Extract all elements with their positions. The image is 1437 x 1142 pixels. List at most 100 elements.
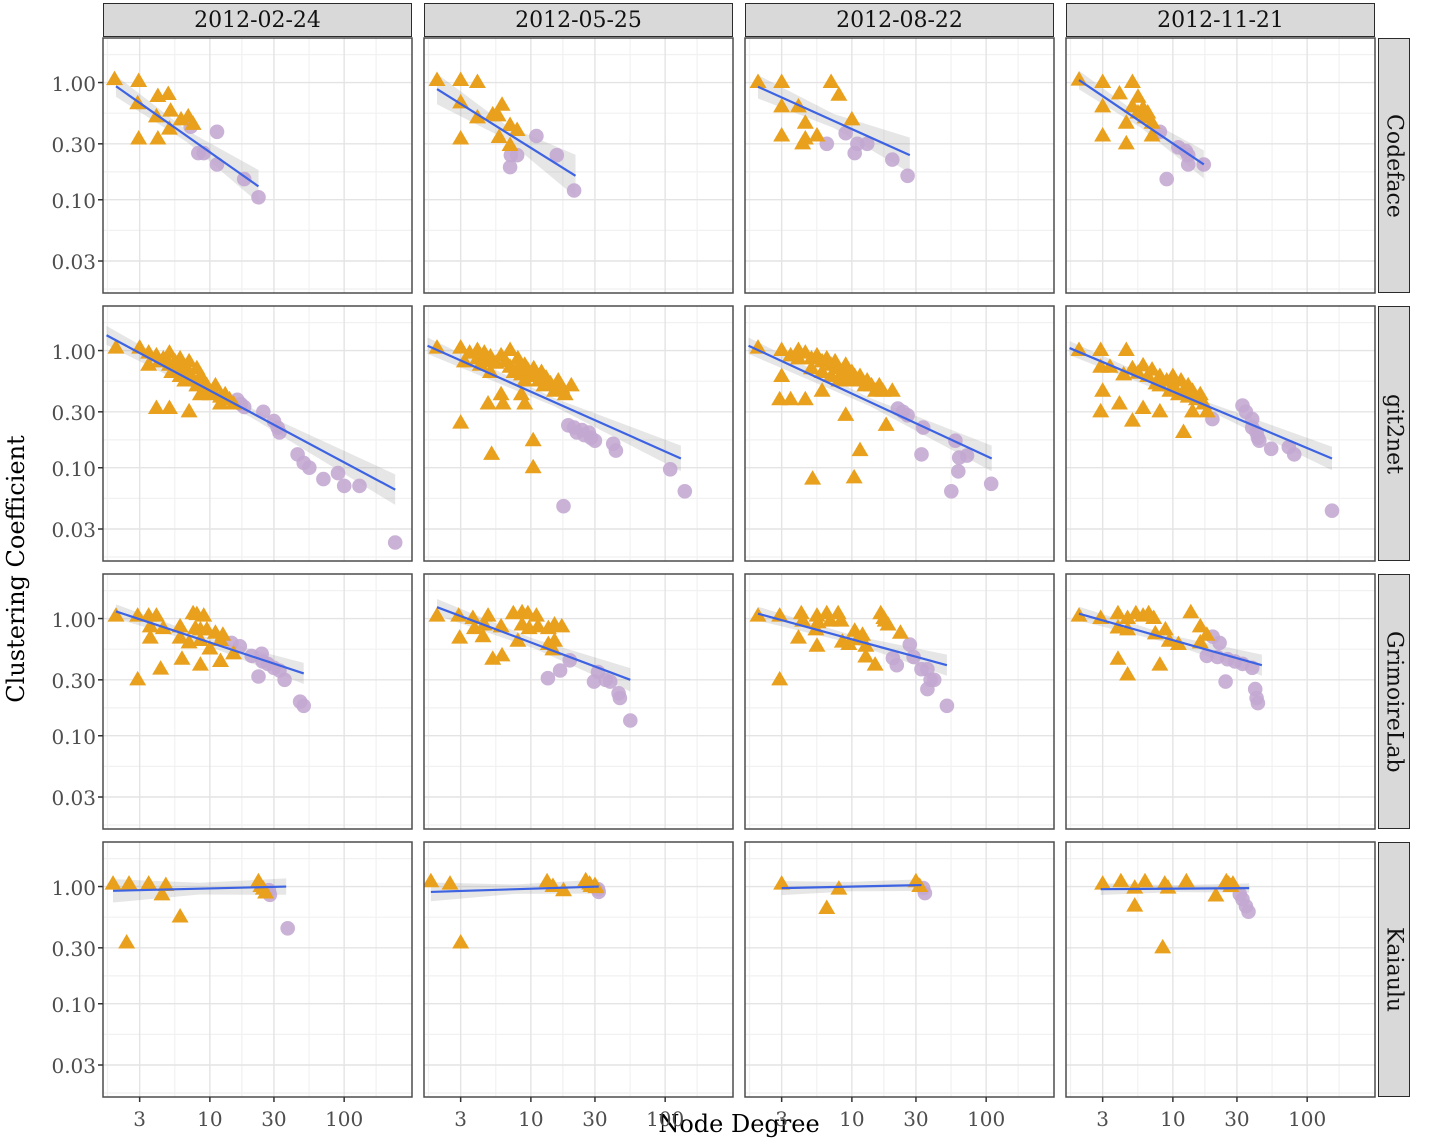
- triangle-point: [474, 627, 492, 643]
- facet-strip-col-3: 2012-11-21: [1066, 3, 1375, 37]
- circle-point: [556, 498, 571, 514]
- triangle-point: [1134, 356, 1152, 372]
- triangle-point: [160, 120, 178, 135]
- panel-border: [744, 841, 1055, 1098]
- panel-border: [1065, 841, 1376, 1098]
- trend-line: [757, 612, 948, 667]
- triangle-point: [173, 650, 191, 665]
- triangle-point: [1129, 88, 1147, 103]
- triangle-point: [1094, 126, 1112, 142]
- trend-line: [1078, 79, 1205, 166]
- triangle-point: [749, 339, 767, 354]
- triangle-point: [1109, 604, 1127, 620]
- triangle-point: [494, 394, 512, 410]
- facet-panel-Codeface-2012-02-24: [98, 37, 413, 294]
- circle-point: [316, 471, 331, 487]
- y-tick-label: 1.00: [51, 875, 96, 900]
- circle-point: [983, 476, 999, 492]
- panel-border: [1065, 305, 1376, 562]
- facet-panel-Kaiaulu-2012-05-25: [423, 841, 734, 1102]
- x-tick-label: 100: [1288, 1107, 1327, 1131]
- x-tick-label: 100: [967, 1107, 1006, 1131]
- trend-line: [748, 344, 993, 460]
- triangle-point: [891, 624, 909, 639]
- facet-strip-label: 2012-02-24: [194, 7, 321, 33]
- circle-point: [662, 462, 678, 477]
- triangle-point: [821, 612, 839, 627]
- panel-background: [1066, 574, 1375, 829]
- triangle-point: [771, 390, 789, 406]
- triangle-point: [452, 71, 470, 87]
- triangle-point: [1151, 402, 1169, 418]
- triangle-point: [1156, 620, 1174, 636]
- y-tick-label: 0.10: [51, 188, 96, 213]
- triangle-point: [749, 73, 767, 89]
- triangle-point: [1175, 423, 1193, 438]
- circle-point: [1180, 157, 1196, 172]
- triangle-point: [524, 458, 542, 474]
- triangle-point: [782, 390, 800, 406]
- points-layer: [428, 71, 582, 198]
- facet-strip-label: git2net: [1381, 393, 1407, 474]
- circle-point: [1250, 695, 1266, 711]
- triangle-point: [857, 637, 875, 652]
- circle-point: [296, 698, 311, 714]
- triangle-point: [107, 339, 125, 354]
- circle-point: [586, 674, 602, 689]
- triangle-point: [153, 885, 171, 901]
- triangle-point: [808, 637, 826, 652]
- circle-point: [889, 657, 905, 673]
- triangle-point: [479, 394, 497, 410]
- facet-panel-Kaiaulu-2012-02-24: [98, 841, 413, 1102]
- triangle-point: [851, 441, 869, 457]
- facet-panel-Codeface-2012-05-25: [423, 37, 734, 294]
- triangle-point: [171, 617, 189, 633]
- triangle-point: [1145, 609, 1163, 625]
- panel-border: [423, 37, 734, 294]
- triangle-point: [840, 635, 858, 651]
- triangle-point: [1110, 84, 1128, 100]
- triangle-point: [1143, 126, 1161, 142]
- triangle-point: [883, 382, 901, 397]
- circle-point: [387, 535, 403, 550]
- triangle-point: [141, 629, 159, 644]
- circle-point: [1196, 157, 1212, 172]
- triangle-point: [773, 341, 791, 357]
- triangle-point: [468, 73, 486, 89]
- circle-point: [623, 713, 638, 728]
- panel-border: [102, 305, 413, 562]
- triangle-point: [481, 363, 499, 378]
- facet-panel-GrimoireLab-2012-08-22: [744, 573, 1055, 830]
- x-tick-label: 30: [582, 1107, 608, 1131]
- triangle-point: [501, 136, 519, 152]
- triangle-point: [1198, 402, 1216, 418]
- points-layer: [1070, 341, 1340, 518]
- triangle-point: [206, 376, 224, 392]
- circle-point: [926, 672, 942, 688]
- triangle-point: [452, 129, 470, 145]
- triangle-point: [149, 129, 167, 145]
- triangle-point: [1119, 609, 1137, 625]
- triangle-point: [451, 629, 469, 644]
- triangle-point: [794, 612, 812, 627]
- circle-point: [1159, 171, 1174, 187]
- triangle-point: [1126, 897, 1144, 912]
- circle-point: [914, 447, 929, 462]
- triangle-point: [877, 416, 895, 431]
- triangle-point: [773, 97, 791, 113]
- triangle-point: [845, 468, 863, 484]
- triangle-point: [1123, 412, 1141, 427]
- triangle-point: [493, 646, 511, 662]
- trend-line: [436, 88, 577, 177]
- facet-panel-Codeface-2012-08-22: [744, 37, 1055, 294]
- triangle-point: [493, 96, 511, 111]
- x-tick-label: 3: [133, 1107, 147, 1131]
- triangle-point: [857, 647, 875, 663]
- panel-background: [424, 38, 733, 293]
- triangle-point: [1154, 938, 1172, 954]
- triangle-point: [509, 632, 527, 647]
- circle-point: [552, 663, 568, 678]
- circle-point: [885, 152, 900, 167]
- panel-border: [102, 841, 413, 1098]
